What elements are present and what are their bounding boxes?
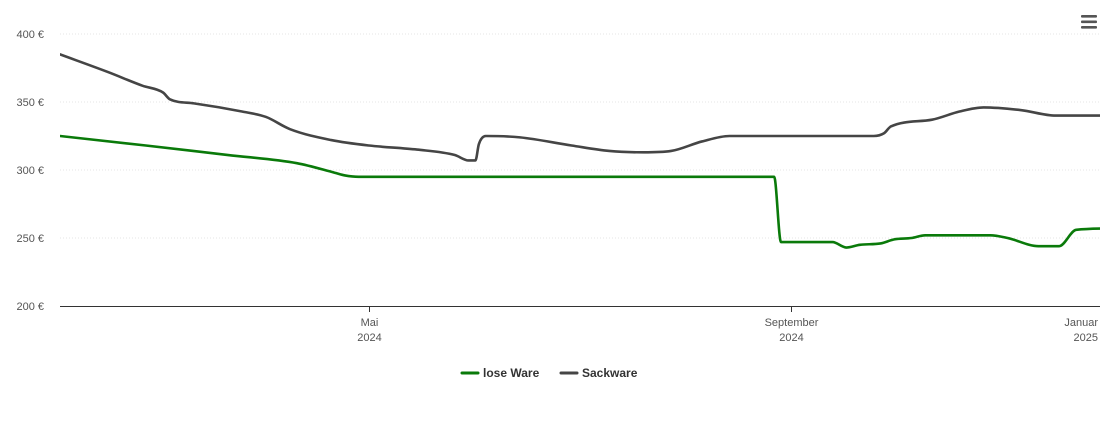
series-line-sackware[interactable] — [60, 53, 1110, 162]
series-line-lose-ware[interactable] — [60, 134, 1110, 249]
hamburger-menu-icon — [1081, 15, 1097, 29]
y-tick-label: 200 € — [16, 301, 44, 313]
x-axis — [60, 306, 1100, 312]
series-lines — [60, 53, 1110, 249]
x-tick-label-year: 2024 — [779, 332, 803, 344]
legend-label-lose-ware: lose Ware — [483, 366, 540, 380]
legend-item-lose-ware[interactable]: lose Ware — [460, 366, 540, 380]
legend-item-sackware[interactable]: Sackware — [559, 366, 638, 380]
x-tick-label-month: Januar — [1064, 317, 1098, 329]
x-tick-label-month: September — [765, 317, 819, 329]
y-tick-label: 400 € — [16, 29, 44, 41]
x-tick-label-month: Mai — [361, 317, 379, 329]
legend-label-sackware: Sackware — [582, 366, 638, 380]
x-axis-labels: Mai 2024 September 2024 Januar 2025 — [357, 317, 1098, 344]
y-tick-label: 250 € — [16, 233, 44, 245]
chart-menu-button[interactable] — [1076, 10, 1102, 34]
x-tick-label-year: 2025 — [1074, 332, 1098, 344]
x-tick-label-year: 2024 — [357, 332, 381, 344]
y-tick-label: 300 € — [16, 165, 44, 177]
y-tick-label: 350 € — [16, 97, 44, 109]
chart-legend: lose Ware Sackware — [460, 366, 638, 380]
y-axis-labels: 200 € 250 € 300 € 350 € 400 € — [16, 29, 44, 313]
grid-lines — [60, 33, 1100, 239]
